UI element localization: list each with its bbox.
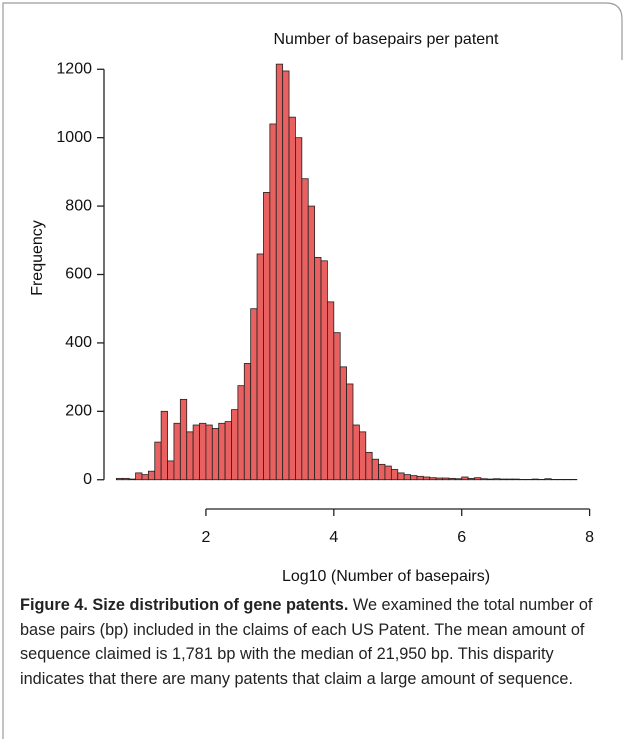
chart-title: Number of basepairs per patent — [273, 31, 499, 48]
bar — [448, 477, 456, 481]
bar — [390, 469, 399, 481]
bar — [282, 70, 290, 481]
bar — [224, 421, 232, 481]
bar — [160, 410, 168, 481]
bar — [461, 476, 469, 481]
bar — [122, 477, 130, 481]
bar — [499, 478, 507, 481]
bar — [320, 260, 328, 481]
bar — [243, 363, 252, 481]
x-tick-label: 6 — [457, 529, 466, 546]
bar — [474, 477, 482, 481]
bar — [205, 424, 213, 481]
bar — [416, 475, 424, 481]
caption-label: Figure 4. Size distribution of gene pate… — [20, 596, 349, 614]
bar — [250, 308, 258, 481]
bar — [173, 422, 181, 481]
bar — [147, 470, 156, 481]
bar — [231, 409, 239, 481]
y-tick-label: 1000 — [56, 129, 92, 146]
y-axis-label: Frequency — [29, 220, 46, 296]
bar — [288, 116, 296, 481]
y-tick-label: 0 — [83, 471, 92, 488]
bar — [339, 366, 347, 481]
bar — [218, 422, 226, 481]
y-tick-label: 200 — [65, 403, 92, 420]
bar — [531, 478, 539, 481]
bar — [467, 477, 475, 481]
bar — [512, 478, 520, 481]
bar — [211, 428, 220, 481]
y-tick-label: 1200 — [56, 60, 92, 77]
bar — [141, 474, 149, 481]
bar — [199, 422, 207, 481]
bar — [358, 431, 367, 481]
bar — [115, 477, 124, 481]
bar — [314, 256, 322, 481]
bar — [237, 385, 245, 481]
bar — [435, 477, 443, 481]
bar — [186, 431, 194, 481]
bar — [544, 478, 552, 481]
x-tick-label: 4 — [329, 529, 338, 546]
y-tick-label: 800 — [65, 197, 92, 214]
caption-text: We examined the total number of base pai… — [20, 596, 593, 688]
bar — [454, 478, 463, 481]
bar — [179, 398, 188, 481]
bar — [480, 478, 488, 481]
bar — [397, 472, 405, 481]
x-axis-label: Log10 (Number of basepairs) — [282, 568, 490, 585]
bar — [346, 383, 354, 481]
bar — [275, 63, 284, 481]
bar — [167, 460, 175, 481]
bar — [192, 424, 200, 481]
bar — [263, 192, 271, 481]
bar — [256, 253, 264, 481]
bar — [365, 451, 373, 481]
bar — [128, 478, 136, 481]
caption: Figure 4. Size distribution of gene pate… — [20, 593, 616, 691]
bar — [295, 137, 303, 481]
bar — [429, 477, 437, 481]
bar — [352, 424, 360, 481]
x-tick-label: 2 — [201, 529, 210, 546]
bar — [422, 476, 431, 481]
bar — [384, 465, 392, 481]
bar — [442, 477, 450, 481]
bar — [333, 332, 341, 481]
x-tick-label: 8 — [585, 529, 594, 546]
bar — [486, 478, 495, 481]
bar — [378, 463, 386, 481]
bar — [371, 458, 379, 481]
bar — [307, 205, 316, 481]
bar — [135, 472, 143, 481]
bar — [403, 474, 411, 481]
y-tick-label: 400 — [65, 334, 92, 351]
y-tick-label: 600 — [65, 266, 92, 283]
bar — [410, 475, 418, 481]
bar — [301, 178, 309, 481]
bar — [327, 301, 335, 481]
bar — [493, 478, 501, 481]
bar — [154, 441, 162, 481]
bar — [506, 478, 514, 481]
bar — [269, 123, 277, 481]
